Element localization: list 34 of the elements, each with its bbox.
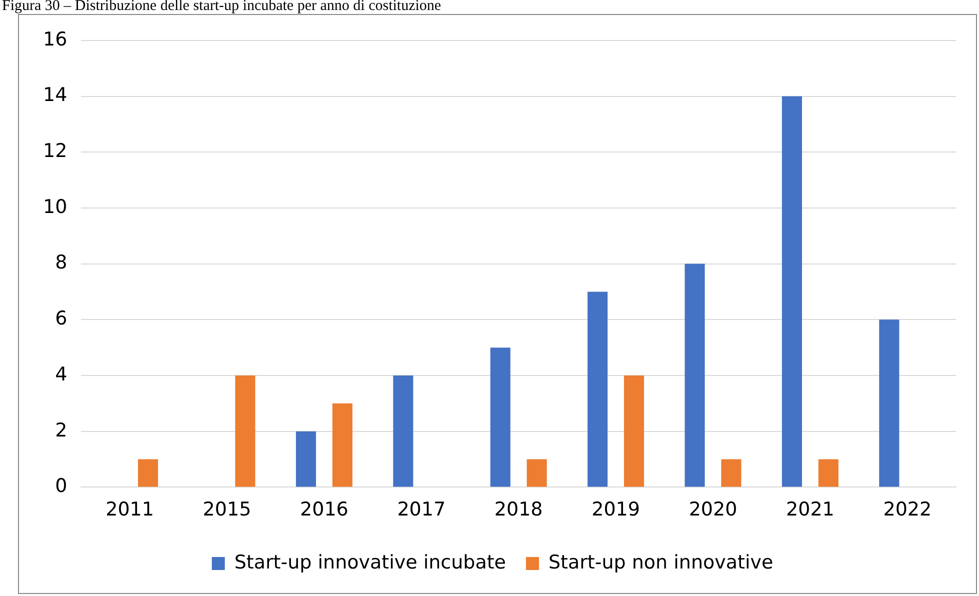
bar	[296, 431, 316, 487]
bar	[393, 376, 414, 487]
bar	[490, 348, 510, 487]
y-tick-label: 0	[55, 475, 68, 498]
x-tick-label: 2020	[688, 498, 738, 521]
x-tick-label: 2011	[106, 498, 154, 521]
y-tick-label: 4	[55, 363, 68, 386]
bar	[526, 459, 547, 487]
bar	[818, 459, 838, 487]
y-tick-label: 6	[55, 308, 68, 330]
legend-label: Start-up non innovative	[548, 551, 774, 574]
y-tick-label: 10	[42, 196, 68, 218]
bar	[332, 403, 352, 487]
x-tick-label: 2015	[202, 498, 252, 521]
bar	[684, 264, 705, 487]
y-tick-label: 12	[42, 140, 68, 162]
y-tick-label: 14	[42, 84, 68, 106]
x-tick-label: 2016	[300, 498, 348, 521]
x-tick-label: 2019	[592, 498, 640, 521]
legend-label: Start-up innovative incubate	[234, 551, 506, 574]
bar	[782, 96, 802, 487]
x-tick-label: 2021	[786, 498, 834, 521]
bar	[138, 459, 158, 487]
bar	[235, 376, 256, 487]
y-tick-label: 2	[55, 419, 68, 442]
x-tick-label: 2018	[494, 498, 543, 521]
bar	[879, 320, 900, 487]
bar	[588, 292, 608, 487]
bar	[721, 459, 742, 487]
x-tick-label: 2017	[397, 498, 446, 521]
y-tick-label: 8	[55, 252, 68, 274]
x-tick-label: 2022	[883, 498, 932, 521]
y-tick-label: 16	[42, 28, 68, 50]
bar	[624, 376, 644, 487]
